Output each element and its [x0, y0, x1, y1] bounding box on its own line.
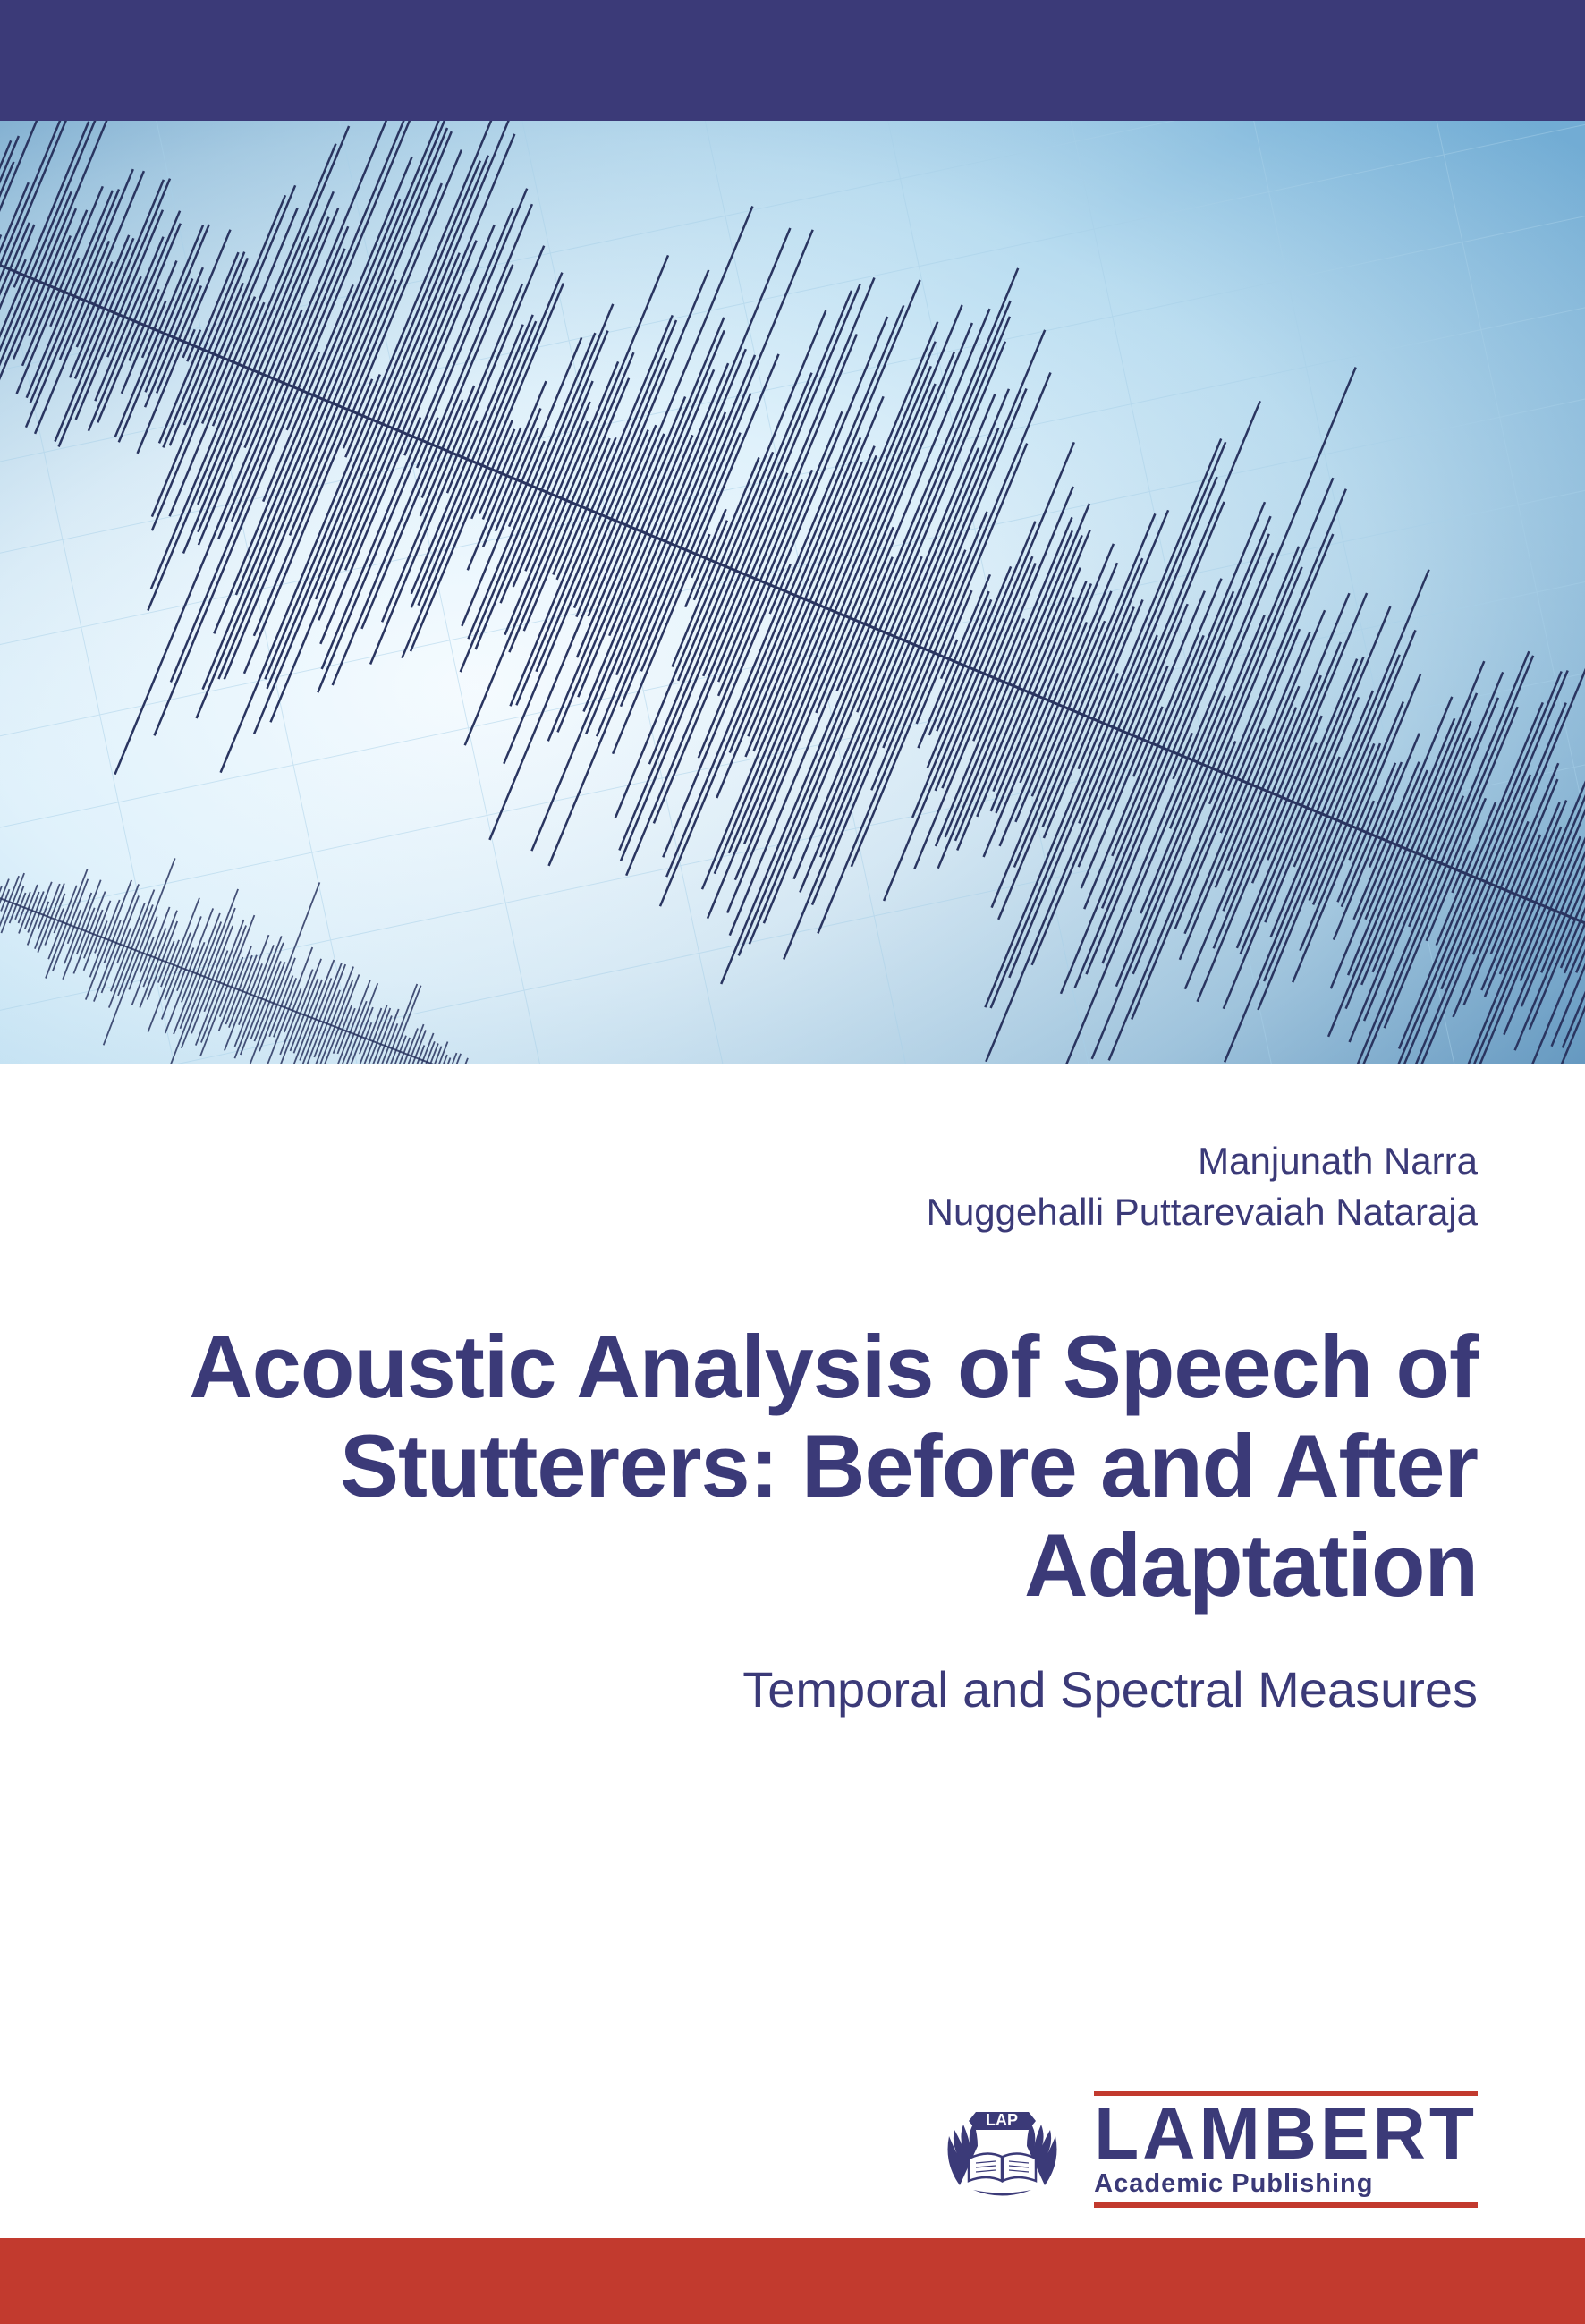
- publisher-block: LAP LAMBERT Academic Publishing: [933, 2091, 1478, 2208]
- bottom-bar: [0, 2238, 1585, 2324]
- content-area: Manjunath Narra Nuggehalli Puttarevaiah …: [0, 1064, 1585, 1718]
- author-line-1: Manjunath Narra: [107, 1136, 1478, 1187]
- publisher-logo-icon: LAP: [933, 2096, 1072, 2203]
- publisher-name: LAMBERT: [1094, 2099, 1478, 2169]
- book-subtitle: Temporal and Spectral Measures: [107, 1660, 1478, 1718]
- book-title: Acoustic Analysis of Speech of Stutterer…: [107, 1318, 1478, 1616]
- author-line-2: Nuggehalli Puttarevaiah Nataraja: [107, 1187, 1478, 1238]
- hero-waveform-image: [0, 121, 1585, 1064]
- authors-block: Manjunath Narra Nuggehalli Puttarevaiah …: [107, 1136, 1478, 1237]
- top-bar: [0, 0, 1585, 121]
- svg-text:LAP: LAP: [986, 2111, 1018, 2129]
- publisher-text: LAMBERT Academic Publishing: [1094, 2091, 1478, 2208]
